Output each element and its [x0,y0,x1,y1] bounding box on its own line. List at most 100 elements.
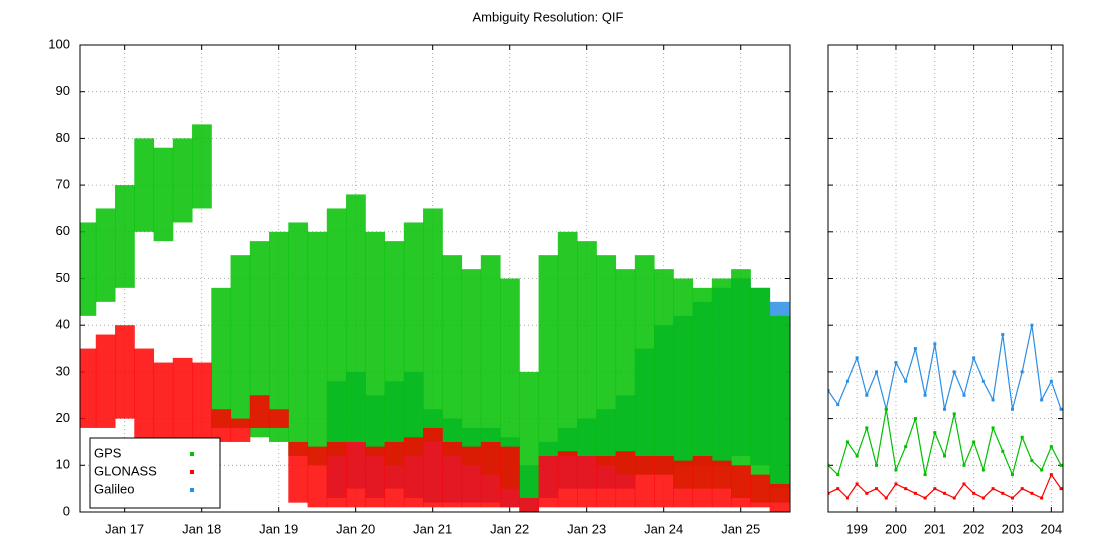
point [828,491,830,495]
point [1001,491,1005,495]
y-tick-label: 80 [56,130,70,145]
point [904,379,908,383]
range-band [557,451,578,508]
y-tick-label: 70 [56,177,70,192]
point [875,487,879,491]
range-band [442,441,463,508]
range-band [172,138,193,223]
range-band [288,222,309,456]
point [1040,398,1044,402]
point [904,445,908,449]
point [923,473,927,477]
legend-label: Galileo [94,481,134,496]
point [972,356,976,360]
point [884,496,888,500]
point [828,389,830,393]
point [913,417,917,421]
range-band [307,231,328,466]
point [991,426,995,430]
range-band [172,357,193,442]
point [913,491,917,495]
x-tick-label: 203 [1002,521,1024,536]
point [962,393,966,397]
point [923,393,927,397]
range-band [615,269,636,475]
x-tick-label: 204 [1040,521,1062,536]
point [1020,487,1024,491]
legend-swatch [190,488,194,492]
point [1020,370,1024,374]
point [952,370,956,374]
point [943,407,947,411]
y-tick-label: 30 [56,363,70,378]
point [962,463,966,467]
range-band [423,208,443,442]
range-band [769,483,790,512]
range-band [230,418,251,442]
point [855,356,859,360]
range-band [692,455,713,508]
point [1011,473,1015,477]
range-band [346,194,366,442]
plot-area [80,124,790,512]
point [845,496,849,500]
x-tick-label: Jan 18 [182,521,221,536]
point [1030,323,1034,327]
range-band [249,241,270,438]
range-band [326,441,347,508]
range-band [403,437,424,508]
range-band [153,147,174,242]
x-tick-label: 199 [846,521,868,536]
range-band [692,287,713,489]
range-band [365,231,386,456]
range-band [211,409,232,442]
point [1030,459,1034,463]
point [894,361,898,365]
range-band [500,446,520,508]
range-band [750,474,771,508]
point [1049,445,1053,449]
point [1040,496,1044,500]
chart-title: Ambiguity Resolution: QIF [472,9,623,24]
y-tick-label: 60 [56,223,70,238]
range-band [480,255,501,475]
point [923,496,927,500]
point [894,482,898,486]
range-band [538,255,559,456]
point [1030,491,1034,495]
y-tick-label: 100 [48,36,70,51]
range-band [654,455,674,508]
range-band [192,124,212,209]
range-band [731,465,751,508]
point [1001,449,1005,453]
point [828,463,830,467]
range-band [192,362,212,442]
x-tick-label: Jan 25 [721,521,760,536]
point [933,342,937,346]
point [1001,333,1005,337]
y-tick-label: 0 [63,503,70,518]
point [845,440,849,444]
point [962,482,966,486]
x-tick-label: 201 [924,521,946,536]
range-band [365,446,386,508]
point [865,426,869,430]
range-band [500,278,520,489]
range-band [634,255,655,475]
x-tick-label: 200 [885,521,907,536]
range-band [750,287,771,503]
range-band [538,455,559,508]
point [894,468,898,472]
range-band [307,446,328,508]
series-line [828,325,1062,410]
x-tick-label: Jan 22 [490,521,529,536]
range-band [249,395,270,428]
point [943,454,947,458]
legend-box [89,437,221,509]
range-band [115,185,135,288]
range-band [269,231,289,442]
point [875,370,879,374]
range-band [95,208,116,302]
point [981,496,985,500]
point [1059,407,1063,411]
